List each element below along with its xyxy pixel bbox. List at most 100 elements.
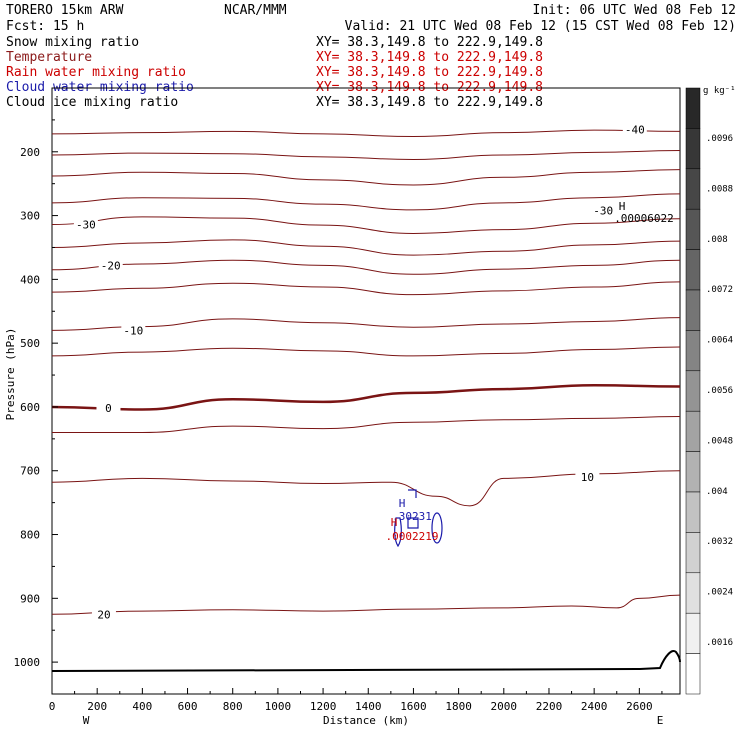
colorbar-segment — [685, 491, 701, 533]
y-tick-label: 200 — [20, 146, 40, 159]
colorbar-segment — [685, 330, 701, 372]
colorbar-label: .0016 — [706, 638, 733, 648]
isotherm-line — [51, 317, 681, 331]
isotherm-line — [51, 259, 681, 275]
isotherm-line — [51, 239, 681, 256]
cloud-ice-max-value: .00006022 — [614, 212, 674, 225]
colorbar-segment — [685, 532, 701, 574]
colorbar-label: .0056 — [706, 386, 733, 396]
isotherm-label-bg — [96, 401, 121, 414]
x-tick-label: 1200 — [310, 700, 337, 713]
colorbar-segment — [685, 370, 701, 412]
field-xy-temperature: XY= 38.3,149.8 to 222.9,149.8 — [316, 50, 543, 65]
isotherm-label: 0 — [105, 402, 112, 415]
plot-frame — [51, 87, 681, 695]
colorbar: .0096 .0088 .008 .0072 .0064 .0056 .0048 .004 .0… — [685, 87, 733, 695]
isotherm-line — [51, 384, 681, 411]
colorbar-label: .0048 — [706, 436, 733, 446]
cloud-water-contour — [431, 512, 443, 544]
forecast-hour: Fcst: 15 h — [6, 19, 84, 34]
isotherm-line — [51, 169, 681, 186]
terrain-line — [51, 650, 681, 672]
x-tick-label: 2400 — [581, 700, 608, 713]
colorbar-segment — [685, 128, 701, 170]
x-tick-label: 0 — [49, 700, 56, 713]
field-name-rain: Rain water mixing ratio — [6, 65, 186, 80]
isotherm-line — [51, 129, 681, 137]
cloud-water-contour — [407, 489, 419, 529]
field-name-snow: Snow mixing ratio — [6, 35, 139, 50]
temperature-isotherms: -40 -30 -30 -20 -10 0 10 20 — [51, 122, 681, 621]
y-tick-label: 800 — [20, 529, 40, 542]
isotherm-line — [51, 216, 681, 234]
field-xy-cloud-ice: XY= 38.3,149.8 to 222.9,149.8 — [316, 95, 543, 110]
isotherm-label-bg — [91, 607, 116, 620]
x-tick-label: 600 — [178, 700, 198, 713]
colorbar-label: .0072 — [706, 285, 733, 295]
x-end-label-west: W — [83, 714, 90, 727]
x-end-label-east: E — [657, 714, 664, 727]
valid-time: Valid: 21 UTC Wed 08 Feb 12 (15 CST Wed … — [345, 19, 736, 34]
isotherm-line — [51, 594, 681, 615]
isotherm-line — [51, 416, 681, 433]
isotherm-label: 10 — [581, 471, 594, 484]
colorbar-label: .0088 — [706, 184, 733, 194]
y-tick-label: 700 — [20, 465, 40, 478]
x-tick-label: 1600 — [400, 700, 427, 713]
field-xy-snow: XY= 38.3,149.8 to 222.9,149.8 — [316, 35, 543, 50]
field-name-temperature: Temperature — [6, 50, 92, 65]
isotherm-line — [51, 346, 681, 357]
isotherm-label-bg — [575, 470, 600, 483]
isotherm-line — [51, 470, 681, 507]
colorbar-label: .0064 — [706, 336, 733, 346]
isotherm-line — [51, 150, 681, 160]
x-tick-label: 1400 — [355, 700, 382, 713]
isotherm-label-bg — [121, 323, 146, 336]
y-axis-label: Pressure (hPa) — [4, 328, 17, 421]
colorbar-segment — [685, 289, 701, 331]
cloud-water-max-value: .30231 — [392, 510, 432, 523]
colorbar-label: .008 — [706, 235, 728, 245]
isotherm-label: -30 — [593, 204, 613, 217]
isotherm-label-bg — [622, 122, 647, 135]
colorbar-unit: g kg⁻¹ — [703, 86, 736, 96]
x-tick-label: 200 — [87, 700, 107, 713]
colorbar-segment — [685, 572, 701, 614]
colorbar-label: .004 — [706, 487, 728, 497]
isotherm-label: -10 — [123, 324, 143, 337]
colorbar-label: .0096 — [706, 134, 733, 144]
colorbar-segment — [685, 612, 701, 654]
isotherm-line — [51, 281, 681, 296]
cloud-water-contour — [394, 517, 402, 548]
isotherm-label: -40 — [625, 123, 645, 136]
x-tick-label: 2000 — [491, 700, 518, 713]
isotherm-line — [51, 193, 681, 211]
colorbar-segment — [685, 208, 701, 250]
model-title: TORERO 15km ARW — [6, 3, 124, 18]
center-title: NCAR/MMM — [224, 3, 287, 18]
y-tick-label: 900 — [20, 592, 40, 605]
x-tick-label: 800 — [223, 700, 243, 713]
colorbar-segment — [685, 249, 701, 291]
x-axis: 0 200 400 600 800 1000 1200 1400 1600 1800 2000 220… — [49, 688, 663, 713]
rain-max-value: .0002219 — [386, 530, 439, 543]
isotherm-label: -30 — [76, 219, 96, 232]
terrain-profile — [51, 650, 681, 672]
colorbar-segment — [685, 653, 701, 695]
cloud-ice-max-marker: H — [619, 200, 626, 213]
cloud-water-max-marker: H — [399, 497, 406, 510]
field-xy-rain: XY= 38.3,149.8 to 222.9,149.8 — [316, 65, 543, 80]
colorbar-segment — [685, 410, 701, 452]
x-tick-label: 2600 — [626, 700, 653, 713]
rain-max-marker: H — [391, 516, 398, 529]
y-tick-label: 1000 — [14, 656, 41, 669]
colorbar-segment — [685, 451, 701, 493]
colorbar-segment — [685, 87, 701, 129]
isotherm-label-bg — [98, 258, 123, 271]
isotherm-label-bg — [591, 203, 616, 216]
y-tick-label: 300 — [20, 210, 40, 223]
x-tick-label: 400 — [132, 700, 152, 713]
